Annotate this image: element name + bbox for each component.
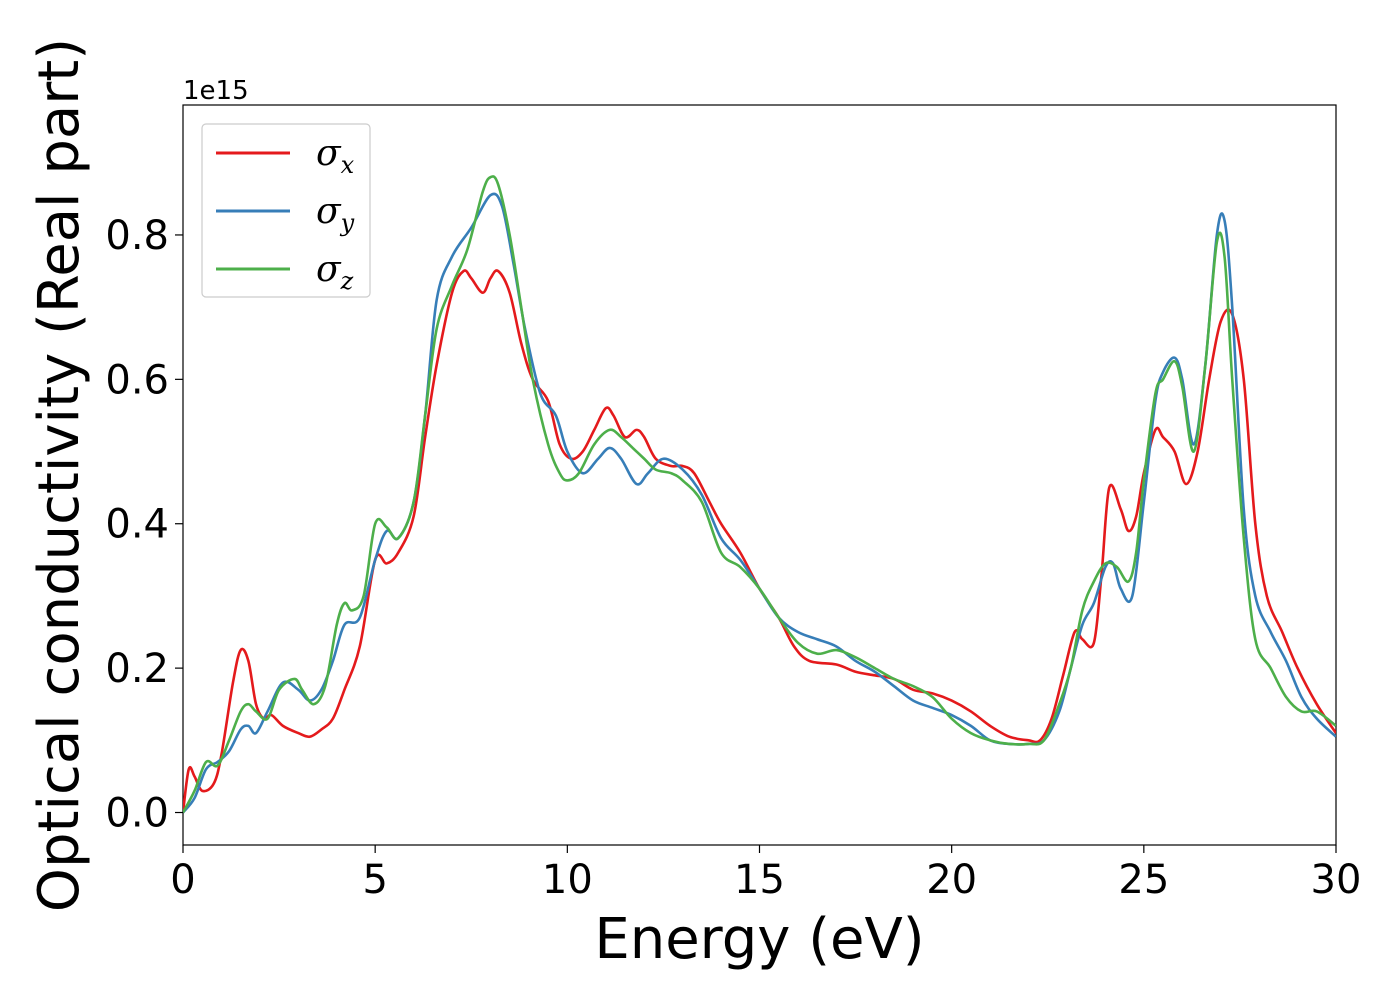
y-tick-label: 0.6 [105, 357, 169, 403]
x-tick-label: 30 [1311, 857, 1362, 903]
y-tick-label: 0.0 [105, 791, 169, 837]
x-tick-label: 20 [926, 857, 977, 903]
series-layer [183, 175, 1336, 814]
x-tick-label: 0 [170, 857, 195, 903]
y-tick-label: 0.8 [105, 213, 169, 259]
y-axis: 0.0 0.2 0.4 0.6 0.8 [105, 213, 183, 837]
x-axis-title: Energy (eV) [594, 907, 924, 972]
x-tick-label: 15 [734, 857, 785, 903]
legend-label-y: σy [316, 191, 355, 237]
x-axis: 0 5 10 15 20 25 30 [170, 845, 1361, 903]
series-line-z [183, 175, 1336, 814]
x-tick-label: 25 [1118, 857, 1169, 903]
legend-label-x: σx [316, 133, 355, 179]
x-tick-label: 10 [542, 857, 593, 903]
y-axis-title: Optical conductivity (Real part) [27, 38, 92, 912]
x-tick-label: 5 [362, 857, 387, 903]
y-tick-label: 0.2 [105, 646, 169, 692]
y-offset-label: 1e15 [183, 76, 249, 106]
series-line-x [183, 269, 1336, 813]
y-tick-label: 0.4 [105, 502, 169, 548]
